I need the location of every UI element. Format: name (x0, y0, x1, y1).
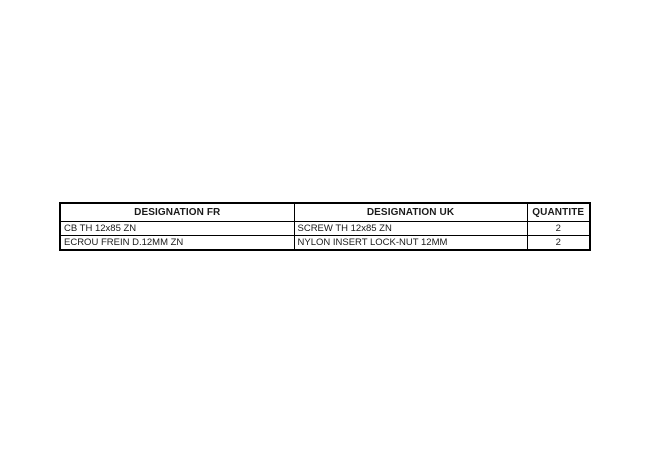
cell-quantity: 2 (526, 235, 591, 251)
header-designation-fr: DESIGNATION FR (59, 202, 295, 222)
cell-designation-fr: ECROU FREIN D.12MM ZN (59, 235, 295, 251)
header-designation-uk: DESIGNATION UK (293, 202, 528, 222)
table-header-row: DESIGNATION FR DESIGNATION UK QUANTITE (59, 202, 591, 222)
parts-table: DESIGNATION FR DESIGNATION UK QUANTITE C… (59, 202, 591, 251)
table-row: CB TH 12x85 ZN SCREW TH 12x85 ZN 2 (59, 221, 591, 236)
cell-designation-fr: CB TH 12x85 ZN (59, 221, 295, 236)
header-quantite: QUANTITE (526, 202, 591, 222)
cell-designation-uk: SCREW TH 12x85 ZN (293, 221, 528, 236)
table-row: ECROU FREIN D.12MM ZN NYLON INSERT LOCK-… (59, 235, 591, 251)
cell-quantity: 2 (526, 221, 591, 236)
cell-designation-uk: NYLON INSERT LOCK-NUT 12MM (293, 235, 528, 251)
